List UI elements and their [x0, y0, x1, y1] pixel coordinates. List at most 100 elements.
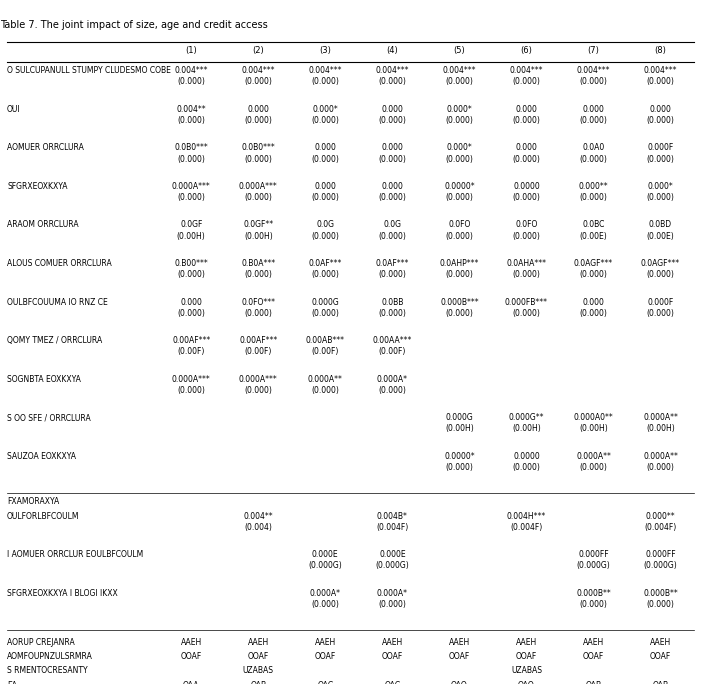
Text: 0.000: 0.000: [583, 105, 604, 114]
Text: (0.004F): (0.004F): [376, 523, 409, 531]
Text: OOAF: OOAF: [382, 652, 403, 661]
Text: (0.000): (0.000): [580, 463, 607, 472]
Text: S OO SFE / ORRCLURA: S OO SFE / ORRCLURA: [7, 413, 90, 422]
Text: 0.004***: 0.004***: [644, 66, 677, 75]
Text: 0.000: 0.000: [314, 182, 336, 191]
Text: (0.000): (0.000): [445, 155, 473, 163]
Text: (0.000): (0.000): [512, 270, 540, 279]
Text: OAA: OAA: [183, 681, 200, 684]
Text: (0.000): (0.000): [379, 232, 407, 241]
Text: 0.004***: 0.004***: [242, 66, 275, 75]
Text: 0.000F: 0.000F: [647, 298, 674, 306]
Text: UZABAS: UZABAS: [243, 666, 274, 675]
Text: OULFORLBFCOULM: OULFORLBFCOULM: [7, 512, 79, 521]
Text: (0.000): (0.000): [580, 116, 607, 125]
Text: 0.0FO***: 0.0FO***: [241, 298, 275, 306]
Text: (0.000): (0.000): [646, 193, 674, 202]
Text: 0.0AHA***: 0.0AHA***: [506, 259, 546, 268]
Text: 0.000A*: 0.000A*: [377, 589, 408, 598]
Text: (0.000): (0.000): [379, 600, 407, 609]
Text: (0.000): (0.000): [311, 232, 339, 241]
Text: 0.0BD: 0.0BD: [649, 220, 672, 230]
Text: (0.000): (0.000): [177, 308, 205, 317]
Text: (0.000): (0.000): [379, 270, 407, 279]
Text: OUI: OUI: [7, 105, 20, 114]
Text: (0.000): (0.000): [646, 270, 674, 279]
Text: OOAF: OOAF: [247, 652, 269, 661]
Text: ALOUS COMUER ORRCLURA: ALOUS COMUER ORRCLURA: [7, 259, 111, 268]
Text: 0.0BC: 0.0BC: [583, 220, 605, 230]
Text: OOAF: OOAF: [650, 652, 671, 661]
Text: 0.0AGF***: 0.0AGF***: [641, 259, 680, 268]
Text: (0.00H): (0.00H): [512, 424, 540, 433]
Text: (0.00F): (0.00F): [379, 347, 406, 356]
Text: AAEH: AAEH: [382, 637, 403, 647]
Text: (0.000): (0.000): [177, 77, 205, 86]
Text: OAB: OAB: [585, 681, 601, 684]
Text: (0.000): (0.000): [245, 116, 272, 125]
Text: (8): (8): [655, 46, 667, 55]
Text: (0.000): (0.000): [245, 386, 272, 395]
Text: AAEH: AAEH: [315, 637, 336, 647]
Text: OOAF: OOAF: [181, 652, 202, 661]
Text: AAEH: AAEH: [449, 637, 470, 647]
Text: (5): (5): [454, 46, 465, 55]
Text: 0.000**: 0.000**: [578, 182, 608, 191]
Text: 0.0GF**: 0.0GF**: [243, 220, 273, 230]
Text: OOAF: OOAF: [449, 652, 470, 661]
Text: OAB: OAB: [250, 681, 266, 684]
Text: 0.00AB***: 0.00AB***: [306, 336, 345, 345]
Text: ARAOM ORRCLURA: ARAOM ORRCLURA: [7, 220, 79, 230]
Text: (0.000): (0.000): [512, 155, 540, 163]
Text: O SULCUPANULL STUMPY CLUDESMO COBE: O SULCUPANULL STUMPY CLUDESMO COBE: [7, 66, 171, 75]
Text: (0.000): (0.000): [245, 308, 272, 317]
Text: (3): (3): [320, 46, 332, 55]
Text: 0.000*: 0.000*: [313, 105, 338, 114]
Text: (0.000G): (0.000G): [644, 562, 677, 570]
Text: (0.000): (0.000): [379, 155, 407, 163]
Text: 0.0AGF***: 0.0AGF***: [574, 259, 613, 268]
Text: (0.000): (0.000): [379, 116, 407, 125]
Text: 0.004***: 0.004***: [577, 66, 610, 75]
Text: 0.0AHP***: 0.0AHP***: [440, 259, 479, 268]
Text: 0.000F: 0.000F: [647, 144, 674, 153]
Text: (0.000): (0.000): [512, 463, 540, 472]
Text: 0.0000*: 0.0000*: [444, 182, 475, 191]
Text: 0.004***: 0.004***: [308, 66, 342, 75]
Text: 0.000*: 0.000*: [447, 105, 472, 114]
Text: (0.000): (0.000): [311, 77, 339, 86]
Text: 0.000: 0.000: [314, 144, 336, 153]
Text: (0.000): (0.000): [311, 600, 339, 609]
Text: AOMUER ORRCLURA: AOMUER ORRCLURA: [7, 144, 84, 153]
Text: (0.000): (0.000): [580, 270, 607, 279]
Text: 0.000A***: 0.000A***: [172, 182, 210, 191]
Text: OAO: OAO: [518, 681, 535, 684]
Text: OOAF: OOAF: [583, 652, 604, 661]
Text: AORUP CREJANRA: AORUP CREJANRA: [7, 637, 75, 647]
Text: 0.0G: 0.0G: [383, 220, 402, 230]
Text: (0.004): (0.004): [245, 523, 272, 531]
Text: 0.0000: 0.0000: [513, 451, 540, 460]
Text: OOAF: OOAF: [315, 652, 336, 661]
Text: (0.000): (0.000): [311, 308, 339, 317]
Text: 0.000: 0.000: [180, 298, 202, 306]
Text: (0.000): (0.000): [311, 155, 339, 163]
Text: 0.0FO: 0.0FO: [515, 220, 538, 230]
Text: (0.000): (0.000): [646, 463, 674, 472]
Text: (0.000): (0.000): [512, 308, 540, 317]
Text: (0.000): (0.000): [445, 270, 473, 279]
Text: (0.00E): (0.00E): [646, 232, 674, 241]
Text: (0.000): (0.000): [311, 386, 339, 395]
Text: 0.0000: 0.0000: [513, 182, 540, 191]
Text: 0.0AF***: 0.0AF***: [308, 259, 342, 268]
Text: (0.00H): (0.00H): [244, 232, 273, 241]
Text: 0.004***: 0.004***: [175, 66, 208, 75]
Text: (0.000): (0.000): [512, 116, 540, 125]
Text: 0.004B*: 0.004B*: [377, 512, 408, 521]
Text: (0.000): (0.000): [379, 386, 407, 395]
Text: EA: EA: [7, 681, 17, 684]
Text: (7): (7): [587, 46, 599, 55]
Text: (0.000): (0.000): [245, 270, 272, 279]
Text: (0.000): (0.000): [512, 232, 540, 241]
Text: (0.000): (0.000): [379, 193, 407, 202]
